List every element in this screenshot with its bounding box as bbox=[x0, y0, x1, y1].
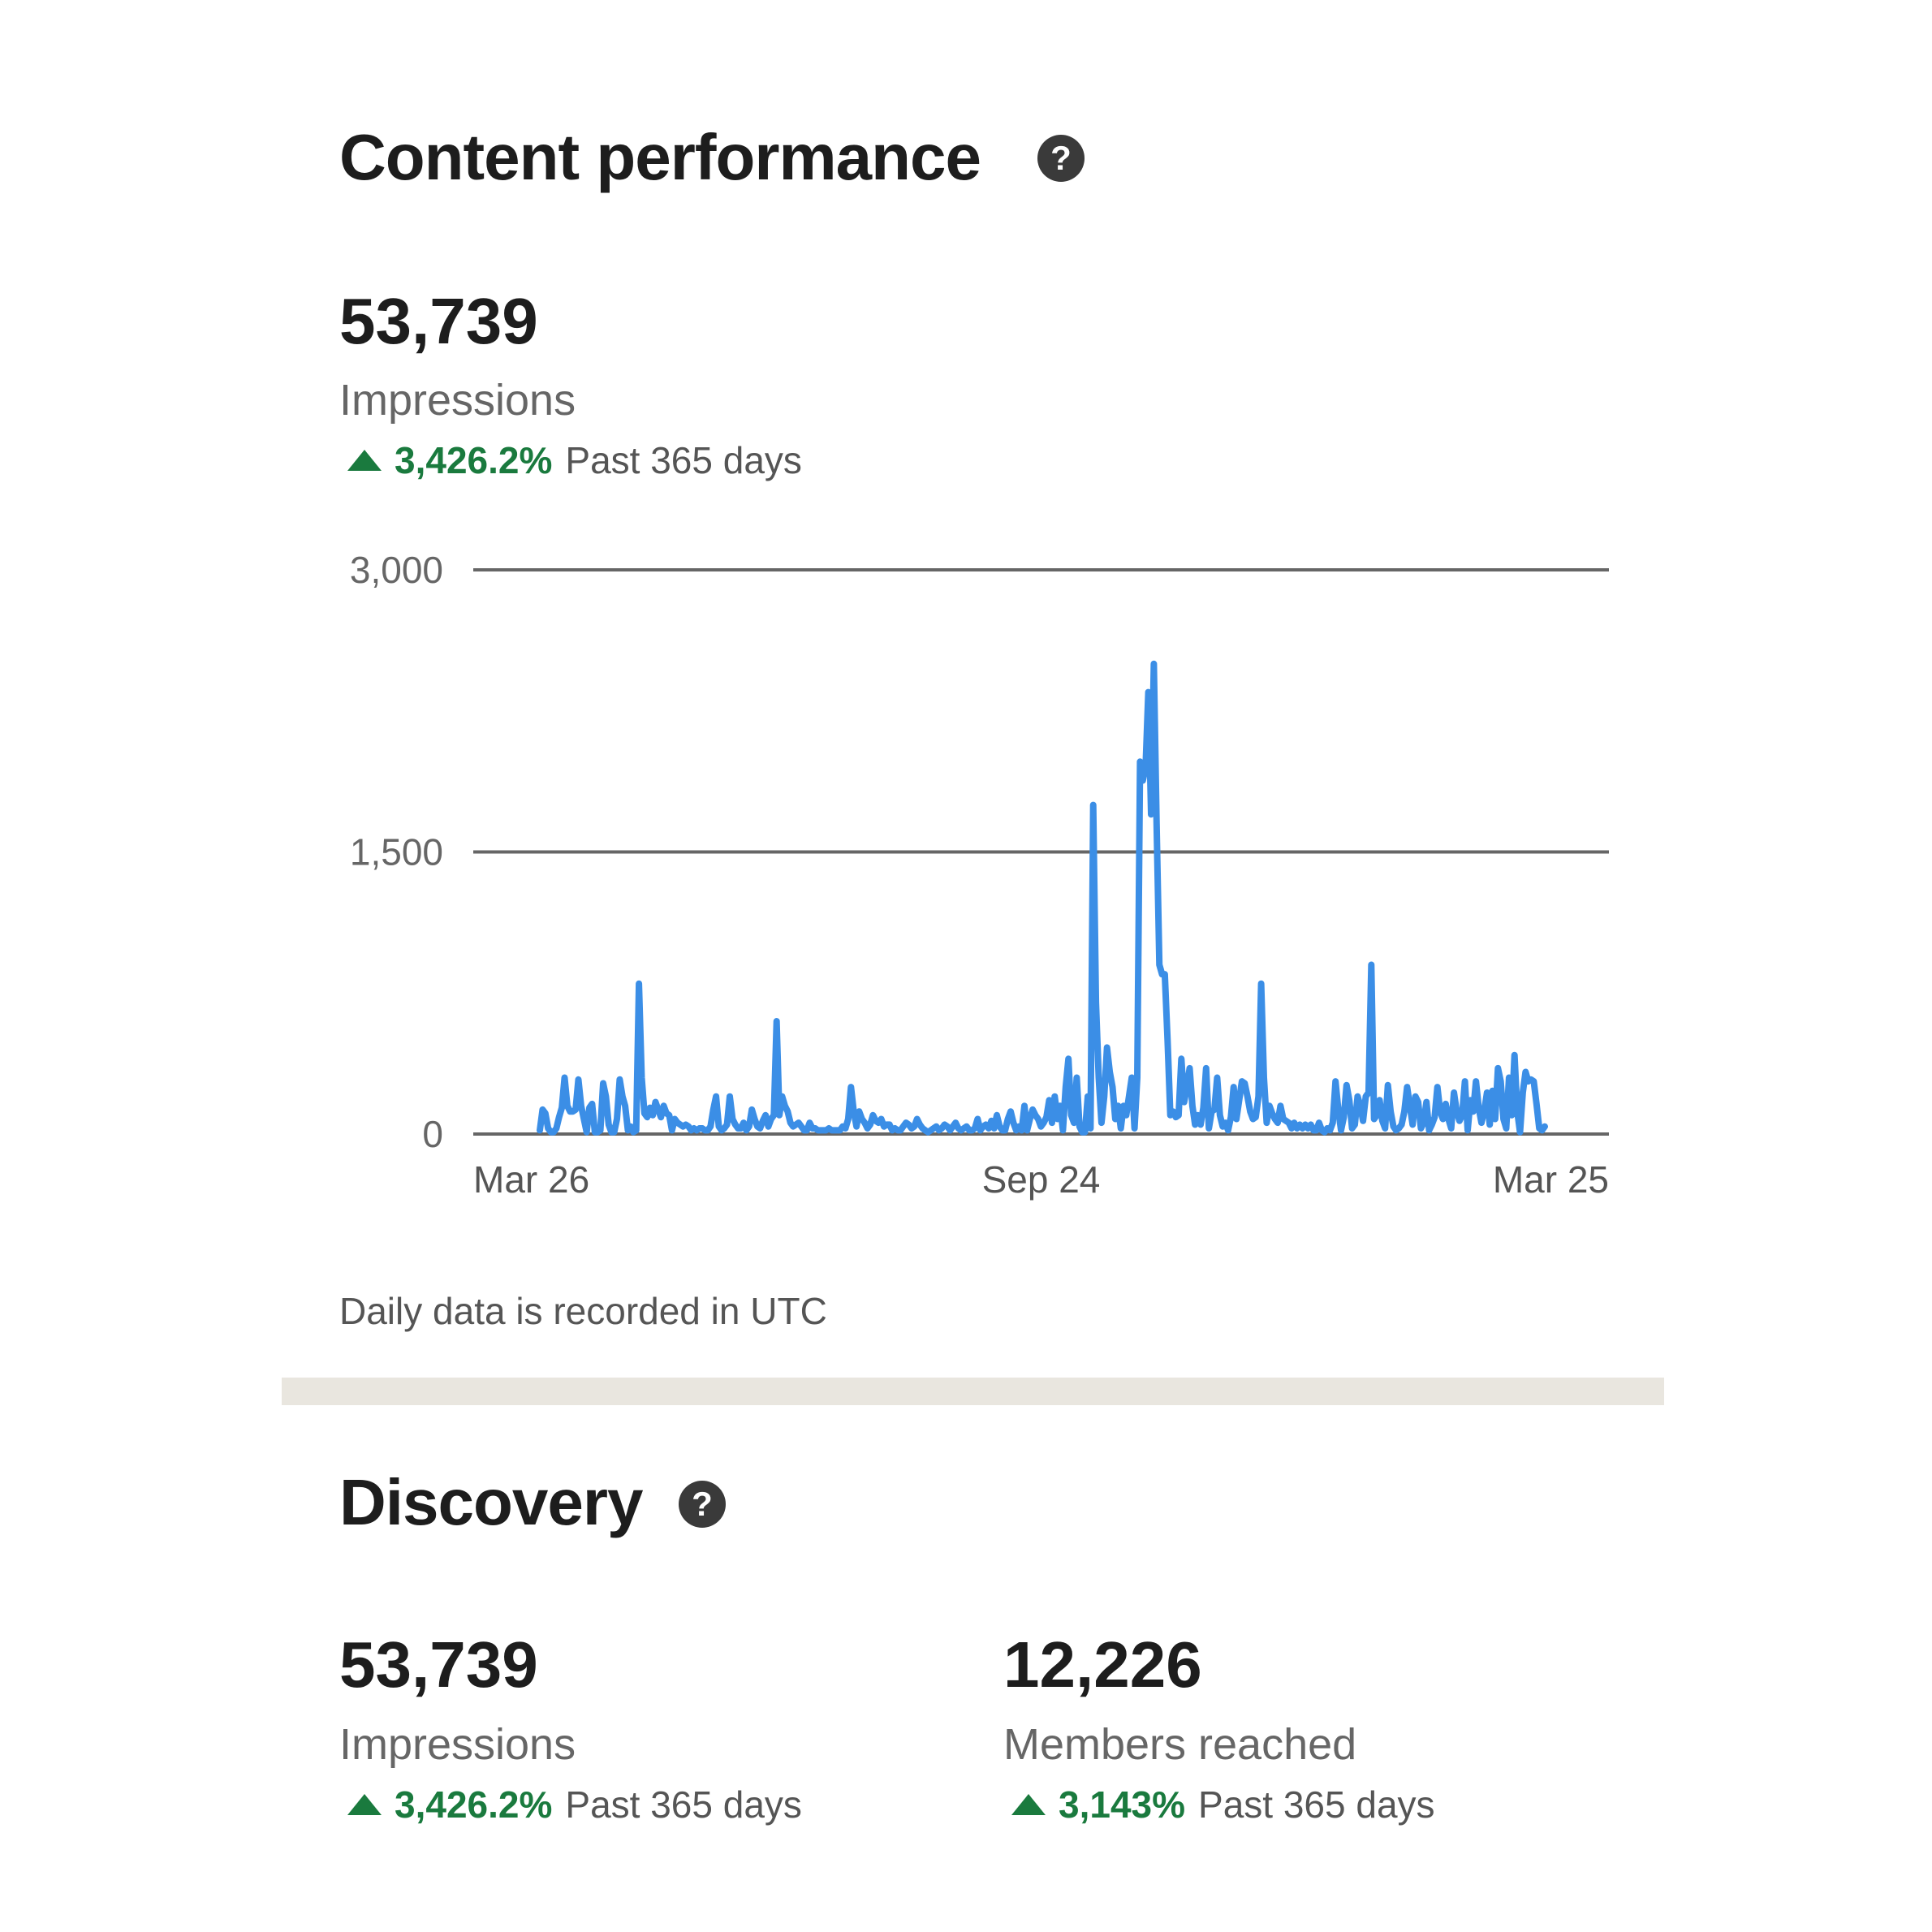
impressions-change: 3,426.2% bbox=[395, 439, 553, 481]
question-circle-icon[interactable]: ? bbox=[679, 1481, 726, 1528]
triangle-up-icon bbox=[1011, 1794, 1046, 1815]
triangle-up-icon bbox=[347, 1794, 382, 1815]
members-reached-trend: 3,143% Past 365 days bbox=[1003, 1783, 1435, 1826]
impressions-trend: 3,426.2% Past 365 days bbox=[339, 438, 802, 482]
impressions-period: Past 365 days bbox=[565, 439, 802, 481]
section-title-discovery: Discovery bbox=[339, 1466, 643, 1538]
members-reached-period: Past 365 days bbox=[1198, 1783, 1435, 1826]
question-circle-icon[interactable]: ? bbox=[1037, 135, 1085, 182]
section-divider bbox=[282, 1378, 1664, 1405]
members-reached-value: 12,226 bbox=[1003, 1628, 1202, 1701]
chart-x-tick-labels: Mar 26 Sep 24 Mar 25 bbox=[473, 1158, 1609, 1201]
utc-footnote: Daily data is recorded in UTC bbox=[339, 1290, 827, 1332]
x-tick-label: Mar 26 bbox=[473, 1158, 589, 1201]
discovery-impressions-label: Impressions bbox=[339, 1720, 576, 1769]
triangle-up-icon bbox=[347, 450, 382, 471]
y-tick-label: 1,500 bbox=[350, 831, 443, 873]
x-tick-label: Mar 25 bbox=[1493, 1158, 1609, 1201]
discovery-impressions-value: 53,739 bbox=[339, 1628, 538, 1701]
impressions-series-line bbox=[537, 660, 1548, 1136]
x-tick-label: Sep 24 bbox=[982, 1158, 1101, 1201]
chart-gridlines bbox=[473, 568, 1609, 1136]
impressions-value: 53,739 bbox=[339, 285, 538, 357]
y-tick-label: 3,000 bbox=[350, 549, 443, 591]
discovery-impressions-period: Past 365 days bbox=[565, 1783, 802, 1826]
impressions-line-chart: 0 1,500 3,000 Mar 26 Sep 24 Mar 25 bbox=[350, 549, 1609, 1201]
members-reached-label: Members reached bbox=[1003, 1720, 1357, 1769]
impressions-label: Impressions bbox=[339, 376, 576, 425]
chart-y-tick-labels: 0 1,500 3,000 bbox=[350, 549, 443, 1155]
y-tick-label: 0 bbox=[422, 1113, 443, 1155]
section-title-content-performance: Content performance bbox=[339, 121, 981, 193]
members-reached-change: 3,143% bbox=[1059, 1783, 1186, 1826]
discovery-impressions-change: 3,426.2% bbox=[395, 1783, 553, 1826]
discovery-impressions-trend: 3,426.2% Past 365 days bbox=[339, 1783, 802, 1826]
